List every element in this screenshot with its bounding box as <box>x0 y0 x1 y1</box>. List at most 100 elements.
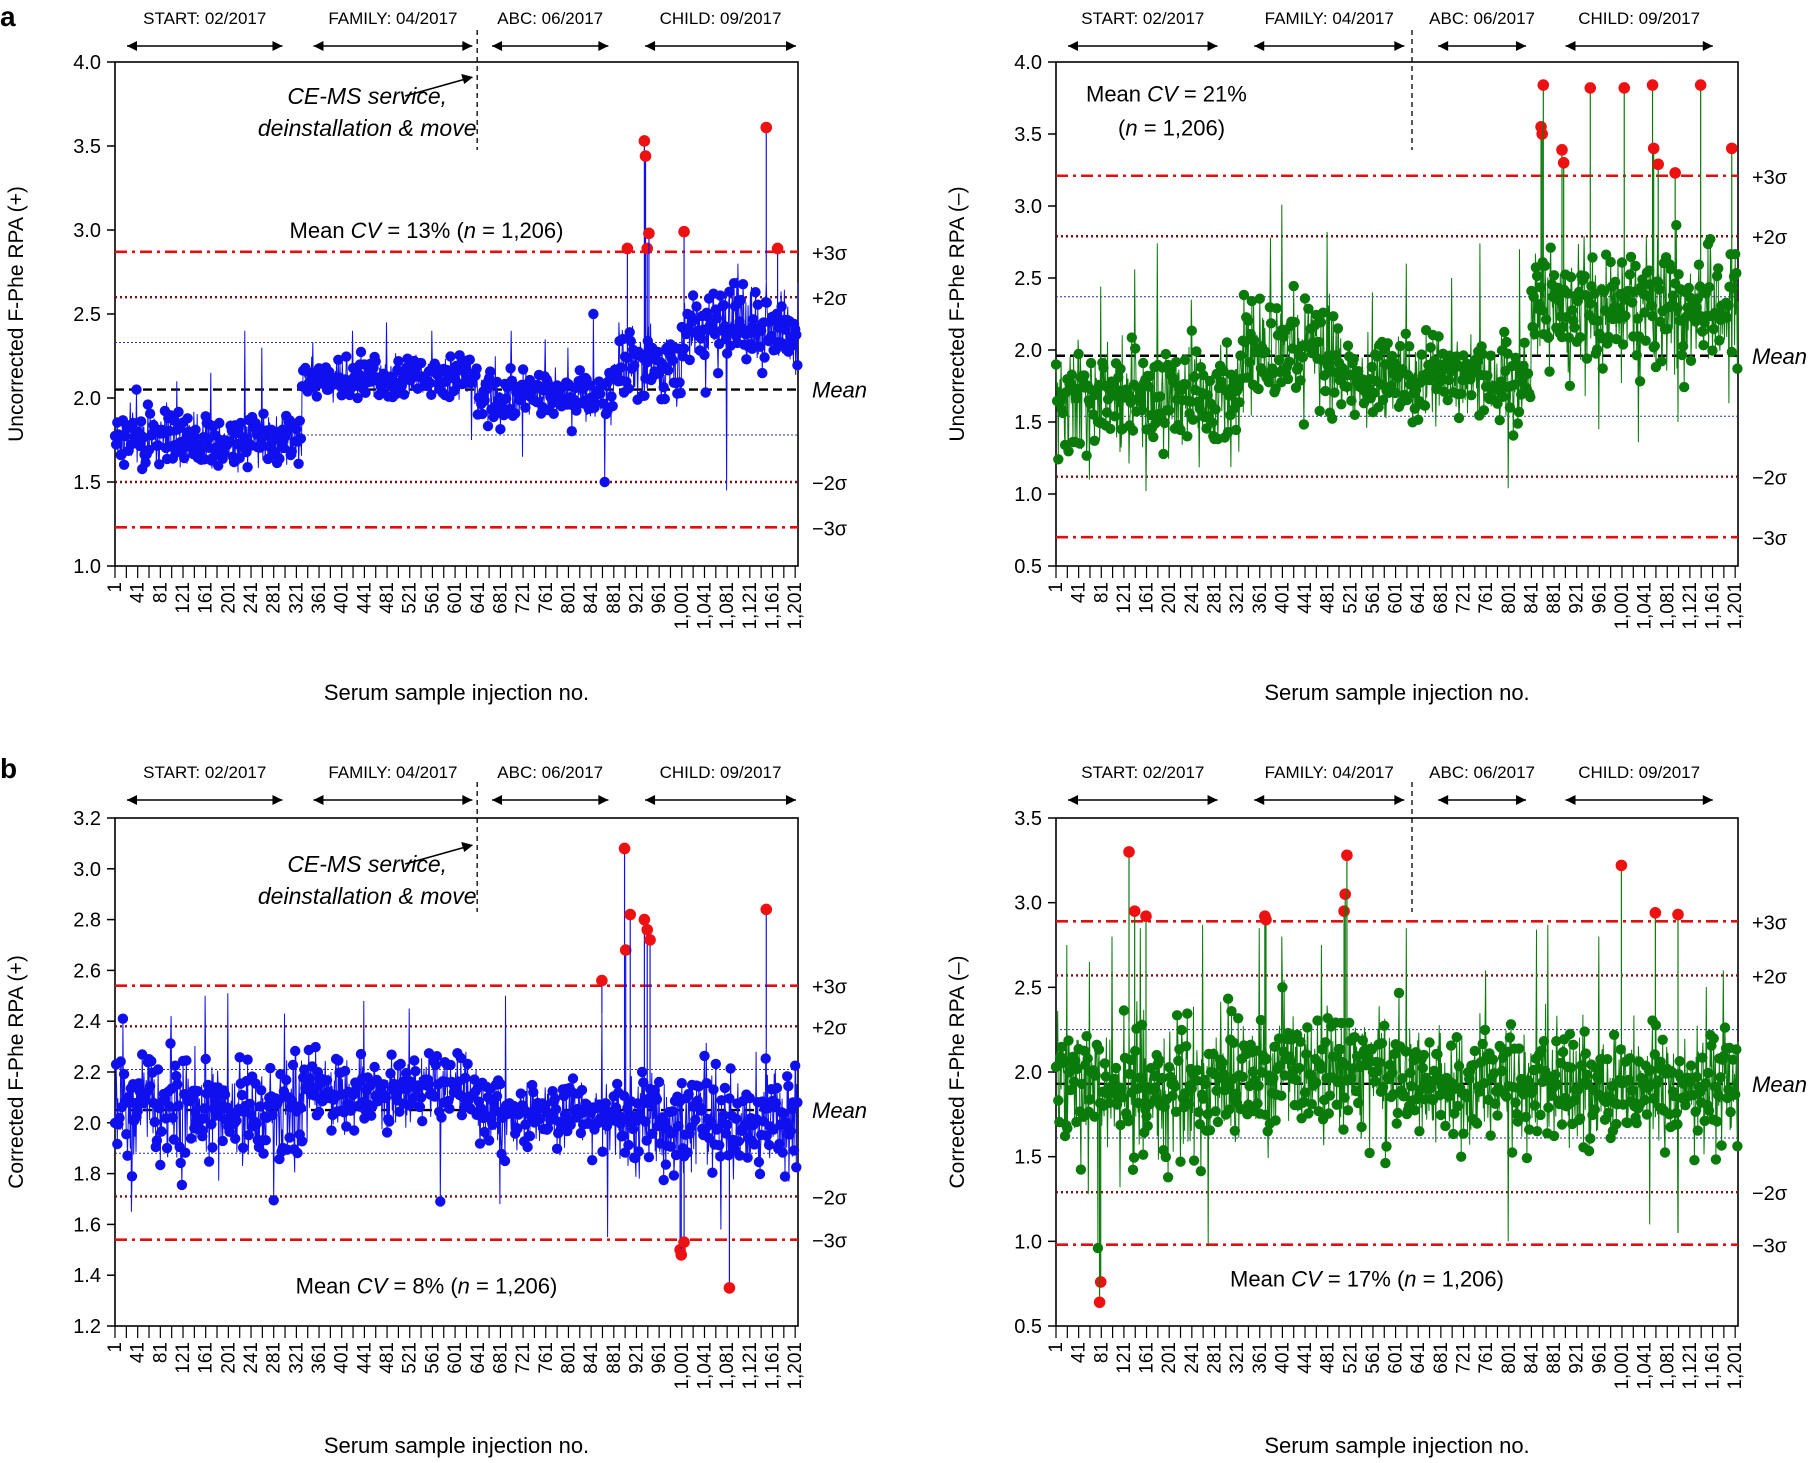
data-point <box>1722 312 1733 323</box>
data-point <box>274 453 285 464</box>
data-point <box>1135 396 1147 407</box>
data-point <box>1406 1081 1417 1092</box>
data-point <box>237 1142 249 1154</box>
data-point <box>1703 282 1715 293</box>
x-tick-label: 721 <box>1454 582 1475 614</box>
data-point <box>1461 1092 1473 1103</box>
cv-annotation-cv: CV <box>1291 1267 1324 1292</box>
data-point <box>234 452 245 464</box>
x-tick-label: 761 <box>1476 582 1497 614</box>
x-tick-label: 241 <box>241 1342 262 1374</box>
data-point <box>1381 1141 1392 1152</box>
data-point <box>1556 1119 1568 1130</box>
data-point <box>787 340 799 351</box>
data-point <box>127 417 139 429</box>
data-point <box>1195 362 1207 373</box>
cv-annotation-line2: ( <box>1118 116 1126 141</box>
data-point <box>1552 1079 1563 1090</box>
outlier-point <box>678 1236 690 1248</box>
data-point <box>1295 375 1306 386</box>
data-point <box>471 363 482 374</box>
data-point <box>326 1125 337 1136</box>
data-point <box>783 1080 794 1092</box>
data-point <box>1458 350 1469 361</box>
data-point <box>1211 1085 1222 1096</box>
x-tick-label: 1,041 <box>1635 582 1656 630</box>
x-tick-label: 1 <box>105 582 126 593</box>
data-point <box>199 1103 210 1114</box>
x-tick-label: 1,161 <box>762 1342 783 1390</box>
data-point <box>1504 1032 1516 1043</box>
x-tick-label: 281 <box>1204 1342 1225 1374</box>
data-point <box>1521 1152 1533 1164</box>
y-tick-label: 0.5 <box>1014 1316 1042 1338</box>
data-point <box>1379 1020 1390 1031</box>
arrowhead-right <box>462 795 473 805</box>
data-point <box>1435 1109 1447 1121</box>
y-tick-label: 2.5 <box>1014 268 1042 290</box>
y-tick-label: 1.0 <box>1014 1231 1042 1253</box>
data-point <box>524 1130 536 1142</box>
data-point <box>1725 1106 1736 1118</box>
data-point <box>597 1146 608 1157</box>
data-point <box>718 300 729 311</box>
label-minus3: −3σ <box>812 518 848 540</box>
data-point <box>1372 1065 1383 1077</box>
data-point <box>1101 407 1113 418</box>
data-point <box>1105 423 1116 434</box>
data-point <box>1501 336 1512 348</box>
data-point <box>791 1162 802 1173</box>
data-point <box>1425 1083 1436 1094</box>
data-point <box>1492 1110 1503 1121</box>
data-point <box>754 341 766 352</box>
data-point <box>114 1112 125 1124</box>
data-point <box>388 1078 400 1090</box>
series-markers <box>1050 220 1743 465</box>
arrowhead-left <box>127 795 137 805</box>
data-point <box>660 1159 672 1170</box>
data-point <box>1631 1118 1642 1129</box>
data-point <box>1617 339 1629 350</box>
data-point <box>1602 1054 1613 1065</box>
y-axis-title: Uncorrected F-Phe RPA (+) <box>5 186 28 442</box>
data-point <box>1063 1035 1074 1046</box>
data-point <box>774 1138 785 1150</box>
data-point <box>173 1100 184 1111</box>
data-point <box>1579 271 1590 282</box>
outlier-point <box>1652 158 1664 171</box>
data-point <box>1265 318 1277 329</box>
data-point <box>1494 415 1505 426</box>
data-point <box>1098 362 1109 373</box>
data-point <box>206 1119 217 1130</box>
data-point <box>1057 407 1069 419</box>
data-point <box>779 324 791 335</box>
data-point <box>169 1060 181 1071</box>
outlier-point <box>1339 888 1352 900</box>
data-point <box>1583 1145 1595 1157</box>
data-point <box>1301 1049 1312 1060</box>
arrowhead-right <box>1702 795 1713 805</box>
data-point <box>1488 1068 1500 1079</box>
y-tick-label: 1.4 <box>73 1265 101 1287</box>
data-point <box>665 1141 676 1152</box>
outlier-point <box>618 842 631 855</box>
y-tick-label: 3.2 <box>73 808 101 830</box>
data-point <box>134 440 146 452</box>
x-tick-label: 881 <box>604 582 625 614</box>
data-point <box>1731 1044 1742 1055</box>
x-tick-label: 1,121 <box>1680 582 1701 630</box>
series-markers <box>109 278 803 488</box>
x-tick-label: 401 <box>332 582 353 614</box>
data-point <box>309 1090 320 1101</box>
chart-panel-3: b START: 02/2017 FAMILY: 04/2017 ABC: 06/20… <box>0 753 867 1458</box>
data-point <box>663 365 674 376</box>
data-point <box>1073 348 1084 360</box>
y-tick-label: 3.0 <box>73 859 101 881</box>
data-point <box>1512 418 1524 429</box>
cv-annotation-prefix: Mean <box>296 1273 357 1298</box>
period-label: FAMILY: 04/2017 <box>328 9 457 28</box>
label-plus2: +2σ <box>1752 227 1788 249</box>
data-point <box>708 1084 719 1095</box>
data-point <box>1579 1026 1590 1037</box>
data-point <box>667 355 678 366</box>
